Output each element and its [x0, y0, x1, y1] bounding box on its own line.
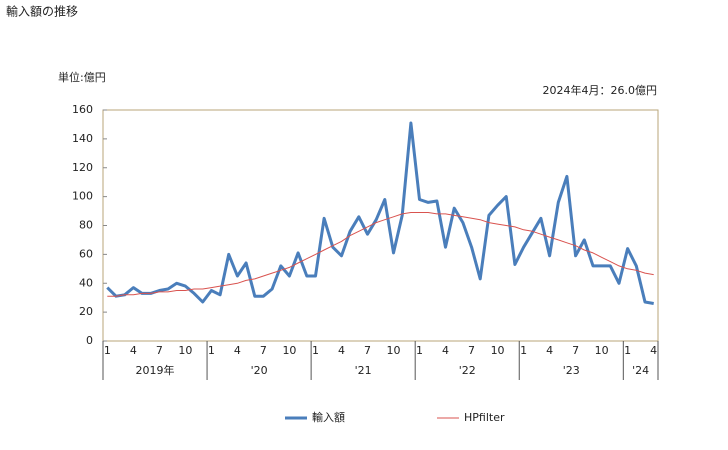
series-line: [106, 121, 654, 305]
x-tick-label: 7: [572, 344, 579, 357]
x-tick-label: 1: [624, 344, 631, 357]
x-tick-label: 7: [364, 344, 371, 357]
y-tick-label: 100: [72, 190, 93, 203]
annotation: 2024年4月：26.0億円: [543, 83, 658, 97]
x-tick-label: 4: [338, 344, 345, 357]
x-tick-label: 4: [546, 344, 553, 357]
x-group-label: '20: [251, 364, 268, 377]
x-tick-label: 10: [491, 344, 505, 357]
x-tick-label: 7: [156, 344, 163, 357]
x-tick-label: 1: [416, 344, 423, 357]
x-group-label: '22: [459, 364, 476, 377]
y-tick-label: 160: [72, 103, 93, 116]
y-tick-label: 140: [72, 132, 93, 145]
x-tick-label: 4: [130, 344, 137, 357]
y-tick-label: 0: [86, 334, 93, 347]
x-group-label: 2019年: [136, 363, 175, 377]
x-tick-label: 1: [208, 344, 215, 357]
x-tick-label: 7: [260, 344, 267, 357]
y-tick-label: 60: [79, 247, 93, 260]
x-tick-label: 1: [520, 344, 527, 357]
y-tick-label: 20: [79, 305, 93, 318]
y-tick-label: 120: [72, 161, 93, 174]
legend-label: 輸入額: [312, 410, 345, 424]
x-tick-label: 1: [104, 344, 111, 357]
x-group-label: '21: [355, 364, 372, 377]
y-tick-label: 80: [79, 219, 93, 232]
x-tick-label: 10: [282, 344, 296, 357]
unit-label: 単位:億円: [58, 70, 106, 84]
series-line: [107, 212, 654, 297]
x-tick-label: 4: [442, 344, 449, 357]
x-tick-label: 1: [312, 344, 319, 357]
chart-title: 輸入額の推移: [6, 4, 78, 19]
x-tick-label: 4: [650, 344, 657, 357]
x-group-label: '24: [632, 364, 649, 377]
x-tick-label: 4: [234, 344, 241, 357]
x-group-label: '23: [563, 364, 580, 377]
legend-label: HPfilter: [464, 411, 505, 424]
x-tick-label: 10: [595, 344, 609, 357]
x-tick-label: 7: [468, 344, 475, 357]
plot-frame: [102, 109, 659, 342]
x-tick-label: 10: [178, 344, 192, 357]
x-tick-label: 10: [387, 344, 401, 357]
y-tick-label: 40: [79, 276, 93, 289]
